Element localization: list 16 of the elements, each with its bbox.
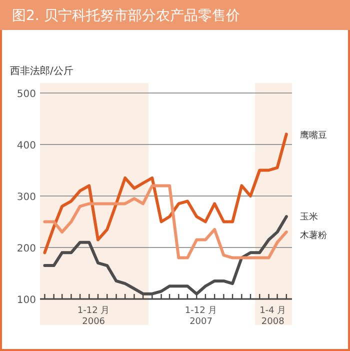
- series-label: 玉米: [300, 212, 318, 223]
- series-label: 木薯粉: [300, 230, 327, 242]
- y-tick-label: 200: [16, 244, 36, 254]
- y-axis-title: 西非法郎/公斤: [10, 65, 74, 77]
- y-tick-label: 500: [16, 89, 36, 100]
- y-tick-label: 300: [16, 192, 36, 203]
- chart-title: 图2. 贝宁科托努市部分农产品零售价: [12, 8, 240, 24]
- y-tick-label: 400: [16, 140, 36, 152]
- x-tick-label: 1-12 月 2007: [184, 306, 218, 327]
- line-series: [43, 215, 288, 296]
- series-label: 鹰嘴豆: [300, 130, 327, 142]
- x-tick-label: 1-4 月 2008: [260, 306, 286, 327]
- line-series: [43, 132, 288, 254]
- y-tick-label: 100: [16, 295, 36, 306]
- line-series: [43, 184, 288, 260]
- x-tick-label: 1-12 月 2006: [77, 306, 110, 327]
